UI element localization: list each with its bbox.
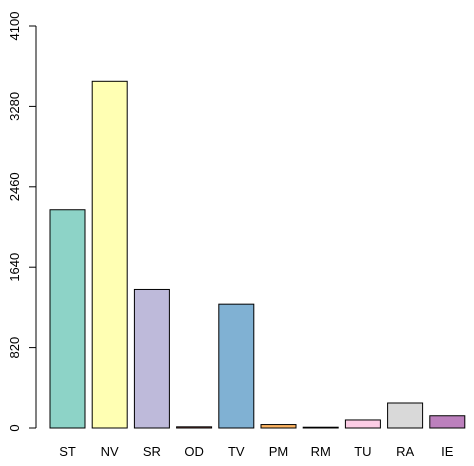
bar-tu [344,419,381,429]
x-tick-label: RM [311,444,331,459]
y-axis: 0 820 1640 2460 3280 4100 [7,12,37,432]
x-tick-label: OD [184,444,204,459]
x-tick-label: IE [441,444,454,459]
x-tick-label: RA [396,444,414,459]
y-tick-label: 2460 [7,172,22,201]
x-tick-label: TV [228,444,245,459]
bar-sr [133,288,170,429]
x-tick-label: ST [59,444,76,459]
y-tick-label: 0 [7,424,22,431]
x-tick-label: SR [143,444,161,459]
bar-tv [218,303,255,429]
y-tick-label: 4100 [7,12,22,41]
bar-od [176,426,213,429]
x-tick-label: TU [354,444,371,459]
y-tick-label: 3280 [7,92,22,121]
bar-st [49,209,86,429]
bar-ie [429,415,466,429]
x-axis-labels: ST NV SR OD TV PM RM TU RA IE [59,444,454,459]
y-tick-label: 1640 [7,253,22,282]
bar-nv [91,80,128,429]
bars [49,80,466,429]
bar-pm [260,424,297,429]
bar-rm [302,426,339,429]
x-tick-label: PM [269,444,289,459]
bar-ra [387,402,424,429]
x-tick-label: NV [101,444,119,459]
y-tick-label: 820 [7,337,22,359]
